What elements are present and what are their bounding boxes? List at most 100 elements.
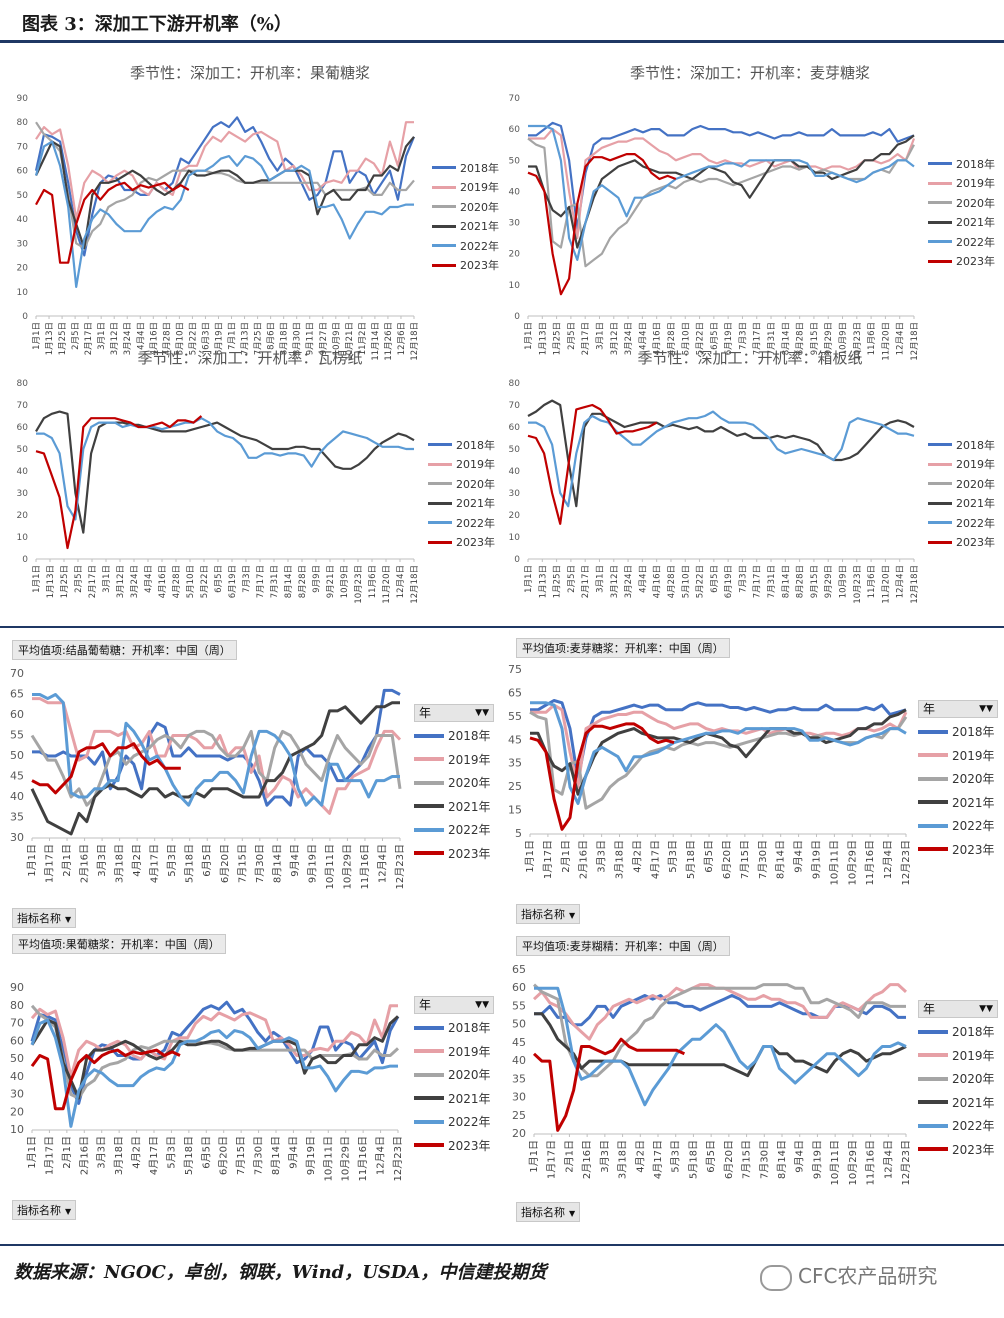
indicator-filter-button[interactable]: 指标名称 ▼ [516,904,581,924]
y-tick-label: 60 [509,125,521,135]
x-tick-label: 3月12日 [610,565,620,598]
x-tick-label: 10月29日 [341,844,353,889]
x-tick-label: 7月30日 [253,1136,265,1175]
legend-label: 2023年 [956,536,995,550]
indicator-filter-button[interactable]: 指标名称 ▼ [12,1200,77,1220]
x-tick-label: 3月1日 [595,322,605,350]
x-tick-label: 4月28日 [162,322,172,355]
legend-item: 2018年 [928,435,995,455]
y-tick-label: 50 [509,445,521,455]
legend-swatch [928,259,952,263]
year-filter-button[interactable]: 年 ▼▼ [918,700,998,718]
legend-item: 2021年 [428,494,495,514]
legend-label: 2023年 [952,842,995,857]
x-tick-label: 9月19日 [306,844,318,883]
legend-label: 2022年 [456,516,495,530]
data-source: 数据来源：NGOC，卓创，钢联，Wind，USDA，中信建投期货 [14,1262,547,1283]
x-tick-label: 3月18日 [617,1140,629,1179]
series-line-2021年 [35,136,415,250]
legend-swatch [428,482,452,486]
x-tick-label: 6月20日 [723,1140,735,1179]
watermark: CFC农产品研究 [760,1260,937,1291]
legend-label: 2023年 [460,259,499,273]
year-filter-button[interactable]: 年 ▼▼ [414,704,494,722]
chart-svg: 5 15 25 35 45 55 65 75 1月1日 1月17日 2月1日 2月16日 3月3日 3月1… [508,663,912,885]
series-line-2023年 [35,181,190,264]
x-tick-label: 3月24日 [624,322,634,355]
y-tick-label: 60 [17,423,29,433]
chart-title: 季节性：深加工：开机率：麦芽糖浆 [629,64,870,82]
series-line-2020年 [532,983,906,1078]
year-filter-button[interactable]: 年 ▼▼ [414,996,494,1014]
series-line-2022年 [530,701,907,805]
x-tick-label: 2月16日 [581,1140,593,1179]
y-tick-label: 65 [10,688,24,701]
legend-swatch [414,1143,444,1148]
legend-item: 2020年 [928,193,995,213]
legend-item: 2023年 [432,256,499,276]
x-tick-label: 3月3日 [599,1140,611,1173]
x-tick-label: 7月31日 [767,322,777,355]
x-tick-label: 1月17日 [44,844,56,883]
x-tick-label: 2月17日 [88,565,98,598]
x-tick-label: 6月20日 [219,844,231,883]
x-tick-label: 12月4日 [396,565,406,598]
x-tick-label: 5月3日 [165,1136,177,1169]
chart-legend: 2018年 2019年 2020年 2021年 2022年 2023年 [428,435,495,552]
indicator-filter-button[interactable]: 指标名称 ▼ [516,1202,581,1222]
x-tick-label: 3月12日 [116,565,126,598]
x-tick-label: 2月5日 [74,565,84,593]
legend-label: 2018年 [952,1025,995,1040]
x-tick-label: 11月6日 [867,565,877,598]
legend-label: 2018年 [456,438,495,452]
legend-swatch [432,244,456,248]
year-filter-button[interactable]: 年 ▼▼ [918,1000,998,1018]
legend-item: 2022年 [414,1110,491,1134]
series-line-2022年 [528,124,915,261]
legend-label: 2022年 [952,1119,995,1134]
y-tick-label: 40 [17,467,29,477]
legend-item: 2020年 [428,474,495,494]
x-tick-label: 5月18日 [184,844,196,883]
x-tick-label: 9月4日 [794,1140,806,1173]
legend-swatch [432,224,456,228]
x-tick-label: 10月29日 [340,1136,352,1181]
x-tick-label: 10月29日 [846,840,858,885]
legend-item: 2019年 [414,748,491,772]
chart-legend: 2018年 2019年 2020年 2021年 2022年 2023年 [414,1016,491,1157]
x-tick-label: 2月16日 [78,1136,90,1175]
chart-title: 平均值项:果葡糖浆：开机率：中国（周） [12,934,226,954]
legend-label: 2020年 [956,196,995,210]
x-tick-label: 3月3日 [596,840,608,873]
legend-label: 2019年 [456,458,495,472]
legend-swatch [918,729,948,734]
y-tick-label: 0 [514,312,520,322]
indicator-filter-button[interactable]: 指标名称 ▼ [12,908,77,928]
legend-item: 2023年 [428,533,495,553]
x-tick-label: 1月13日 [45,322,55,355]
legend-item: 2019年 [928,455,995,475]
legend-label: 2021年 [952,1095,995,1110]
x-tick-label: 6月5日 [705,1140,717,1173]
legend-label: 2022年 [448,1115,491,1130]
legend-item: 2023年 [414,1134,491,1158]
x-tick-label: 3月12日 [610,322,620,355]
series-line-2020年 [529,710,908,810]
y-tick-label: 30 [509,489,521,499]
legend-label: 2020年 [448,776,491,791]
y-tick-label: 50 [509,156,521,166]
figure-title: 图表 3：深加工下游开机率（%） [22,14,292,35]
x-tick-label: 8月14日 [271,844,283,883]
x-tick-label: 4月2日 [631,840,643,873]
footer-rule [0,1244,1004,1246]
y-tick-label: 50 [17,191,29,201]
x-tick-label: 4月17日 [148,1136,160,1175]
chart-panel-maltose-syrup: 5 15 25 35 45 55 65 75 1月1日 1月17日 2月1日 2月16日 3月3日 3月1… [504,632,1004,932]
legend-item: 2021年 [928,213,995,233]
year-filter-label: 年 [923,1002,936,1016]
series-line-2022年 [528,410,915,508]
legend-item: 2019年 [428,455,495,475]
legend-swatch [918,776,948,781]
x-tick-label: 10月11日 [324,844,336,889]
series-line-2018年 [32,688,401,807]
